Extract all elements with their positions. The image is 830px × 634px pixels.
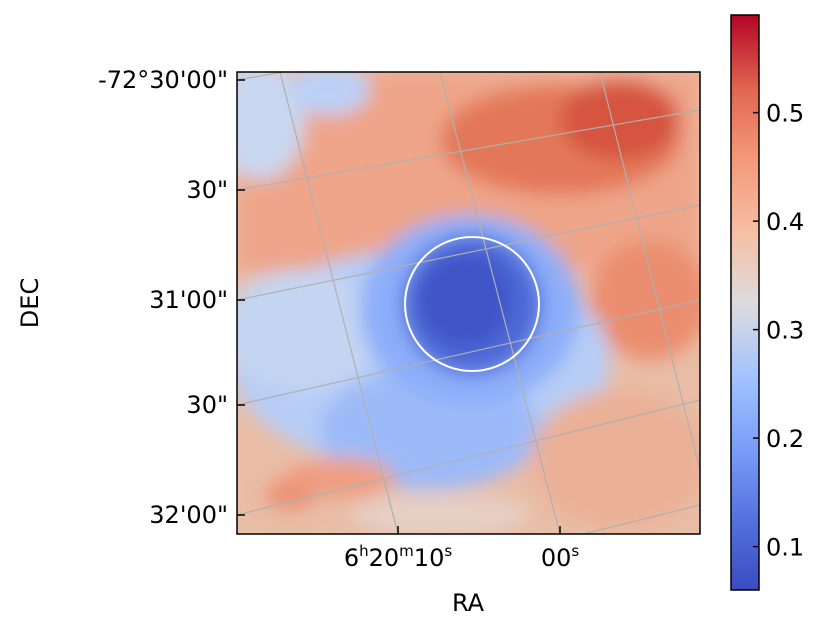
colorbar-tick-label-2: 0.3 — [766, 317, 804, 345]
y-tick-label-3: 30" — [186, 391, 228, 419]
coordinate-grid — [237, 72, 700, 534]
colorbar-ticks: 0.1 0.2 0.3 0.4 0.5 — [753, 100, 804, 562]
y-tick-label-0: -72°30'00" — [98, 66, 228, 94]
y-tick-label-4: 32'00" — [149, 501, 228, 529]
aperture-circle — [404, 236, 540, 372]
y-axis-label: DEC — [16, 278, 44, 328]
x-tick-label-0: 6h20m10s — [344, 542, 453, 572]
colorbar-tick-label-4: 0.5 — [766, 100, 804, 128]
x-axis-label: RA — [452, 589, 485, 617]
y-tick-label-1: 30" — [186, 176, 228, 204]
x-tick-label-1: 00s — [541, 542, 580, 572]
heatmap-image — [237, 72, 700, 534]
colorbar-tick-label-0: 0.1 — [766, 534, 804, 562]
x-tick-marks — [397, 526, 561, 534]
plot-frame — [236, 71, 701, 535]
colorbar-tick-label-1: 0.2 — [766, 425, 804, 453]
y-tick-label-2: 31'00" — [149, 286, 228, 314]
colorbar — [730, 14, 760, 591]
colorbar-tick-label-3: 0.4 — [766, 208, 804, 236]
y-tick-marks — [237, 79, 245, 516]
